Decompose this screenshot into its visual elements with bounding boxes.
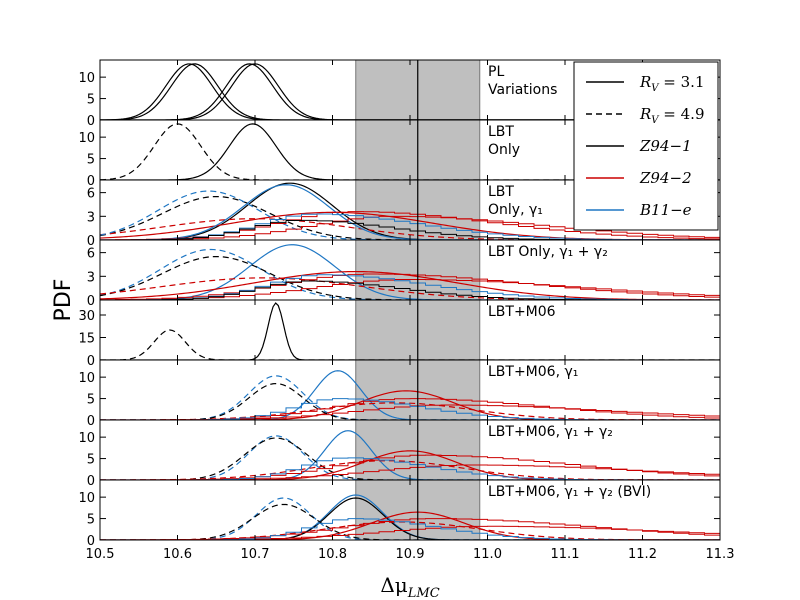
y-tick-label: 0 xyxy=(87,534,95,549)
legend-label-4: Z94−2 xyxy=(639,169,692,187)
y-tick-label: 5 xyxy=(87,513,95,528)
frames-layer: 0 5 10 PL Variations 0 5 10 LBT Only 0 3 6 LBT Only, γ… xyxy=(78,59,721,549)
legend-label-1: RV = 3.1 xyxy=(639,73,705,94)
panel-6-curves xyxy=(100,370,720,420)
panel-1-z94-1-gauss-3 xyxy=(100,63,720,120)
panel-2-frame: 0 5 10 LBT Only xyxy=(78,119,721,189)
x-tick-label: 11.3 xyxy=(706,547,735,562)
y-tick-label: 0 xyxy=(87,414,95,429)
panel-5-z94-1-gauss-1 xyxy=(100,329,720,360)
panel-8-z94-2-gauss-5 xyxy=(100,511,720,540)
y-tick-label: 6 xyxy=(87,187,95,202)
panel-4-frame: 0 3 6 LBT Only, γ₁ + γ₂ xyxy=(87,239,721,309)
y-tick-label: 3 xyxy=(87,210,95,225)
panel-6-label: LBT+M06, γ₁ xyxy=(488,364,578,380)
panel-6-z94-2-gauss-3 xyxy=(100,390,720,420)
panel-2 xyxy=(100,123,720,180)
panel-8-label: LBT+M06, γ₁ + γ₂ (BVI) xyxy=(488,484,651,500)
panel-2-curves xyxy=(100,123,720,180)
panel-1-z94-1-gauss-2 xyxy=(100,63,720,120)
panel-5-curves xyxy=(100,302,720,360)
x-tick-label: 11.0 xyxy=(473,547,502,562)
x-tick-label: 10.6 xyxy=(163,547,192,562)
panel-7-z94-1-gauss-3 xyxy=(100,437,720,480)
panel-6-frame: 0 5 10 LBT+M06, γ₁ xyxy=(78,359,721,429)
panel-2-z94-1-gauss-2 xyxy=(100,123,720,180)
x-tick-label: 10.7 xyxy=(241,547,270,562)
panel-3-z94-2-gauss-4 xyxy=(100,218,720,240)
panel-5 xyxy=(100,302,720,360)
legend-label-5: B11−e xyxy=(639,201,692,219)
panel-8-z94-1-gauss-2 xyxy=(100,497,720,540)
y-tick-label: 10 xyxy=(78,131,95,146)
y-tick-label: 10 xyxy=(78,71,95,86)
y-tick-label: 10 xyxy=(78,371,95,386)
panel-1-curves xyxy=(100,63,720,120)
y-tick-label: 0 xyxy=(87,354,95,369)
y-tick-label: 5 xyxy=(87,93,95,108)
y-tick-label: 5 xyxy=(87,153,95,168)
y-tick-label: 0 xyxy=(87,294,95,309)
y-tick-label: 3 xyxy=(87,270,95,285)
panel-2-label: LBT Only xyxy=(488,124,520,158)
y-tick-label: 0 xyxy=(87,474,95,489)
panel-7-z94-2-gauss-4 xyxy=(100,450,720,480)
x-tick-label: 10.8 xyxy=(318,547,347,562)
y-tick-label: 5 xyxy=(87,393,95,408)
legend: RV = 3.1 RV = 4.9 Z94−1 Z94−2 B11−e xyxy=(573,61,719,231)
panel-4-z94-2-gauss-5 xyxy=(100,277,720,300)
panel-6 xyxy=(100,370,720,420)
x-tick-label: 11.1 xyxy=(551,547,580,562)
y-tick-label: 0 xyxy=(87,114,95,129)
x-axis: 10.5 10.6 10.7 10.8 10.9 11.0 11.1 11.2 11.3 xyxy=(86,547,735,562)
panel-5-label: LBT+M06 xyxy=(488,304,556,320)
y-tick-label: 10 xyxy=(78,431,95,446)
panel-3-label: LBT Only, γ₁ xyxy=(488,184,543,218)
x-tick-label: 10.5 xyxy=(86,547,115,562)
panel-1-label: PL Variations xyxy=(488,64,557,98)
panel-1-z94-1-gauss-1 xyxy=(100,63,720,120)
x-axis-label: ΔμLMC xyxy=(380,573,439,600)
legend-label-2: RV = 4.9 xyxy=(639,105,705,126)
legend-label-3: Z94−1 xyxy=(639,137,692,155)
panels-layer: 0 5 10 PL Variations 0 5 10 LBT Only 0 3 6 LBT Only, γ… xyxy=(78,59,721,549)
panel-3-z94-2-hist-8 xyxy=(100,215,720,240)
panel-7-label: LBT+M06, γ₁ + γ₂ xyxy=(488,424,613,440)
panel-1-z94-1-gauss-4 xyxy=(100,63,720,120)
y-tick-label: 10 xyxy=(78,491,95,506)
y-tick-label: 5 xyxy=(87,453,95,468)
panel-1 xyxy=(100,63,720,120)
y-tick-label: 30 xyxy=(78,309,95,324)
y-tick-label: 0 xyxy=(87,234,95,249)
y-tick-label: 6 xyxy=(87,247,95,262)
panel-7-z94-2-gauss-5 xyxy=(100,460,720,480)
y-tick-label: 0 xyxy=(87,174,95,189)
y-axis-label: PDF xyxy=(51,279,76,322)
panel-3-b11-e-gauss-6 xyxy=(100,190,720,240)
x-tick-label: 11.2 xyxy=(628,547,657,562)
panel-6-z94-1-gauss-5 xyxy=(100,382,720,420)
y-tick-label: 15 xyxy=(78,332,95,347)
x-tick-label: 10.9 xyxy=(396,547,425,562)
panel-4-label: LBT Only, γ₁ + γ₂ xyxy=(488,244,608,260)
panel-8-frame: 0 5 10 LBT+M06, γ₁ + γ₂ (BVI) xyxy=(78,479,721,549)
